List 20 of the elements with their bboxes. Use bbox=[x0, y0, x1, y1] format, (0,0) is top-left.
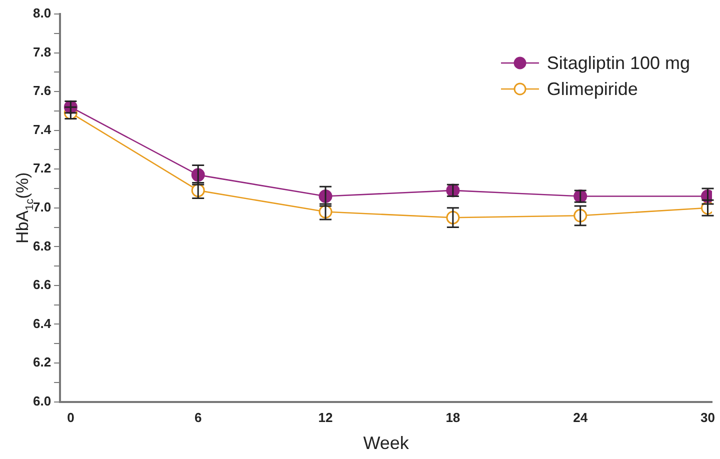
y-tick-label: 7.0 bbox=[32, 199, 52, 214]
y-tick-label: 7.4 bbox=[32, 122, 52, 137]
y-tick-label: 8.0 bbox=[32, 6, 52, 21]
y-tick-label: 7.8 bbox=[32, 44, 52, 60]
y-tick-label: 7.2 bbox=[32, 160, 52, 176]
y-tick-label: 6.0 bbox=[32, 393, 52, 408]
x-axis-title: Week bbox=[363, 433, 410, 454]
x-tick-label: 0 bbox=[67, 410, 74, 426]
x-tick-label: 18 bbox=[446, 410, 460, 426]
y-tick-label: 6.6 bbox=[32, 277, 52, 292]
y-tick-label: 6.2 bbox=[32, 354, 52, 370]
legend-label: Glimepiride bbox=[546, 78, 638, 100]
x-tick-label: 24 bbox=[573, 410, 588, 426]
y-tick-label: 7.6 bbox=[32, 83, 52, 98]
y-tick-label: 6.4 bbox=[32, 316, 52, 331]
x-tick-label: 30 bbox=[700, 410, 715, 426]
x-tick-label: 12 bbox=[318, 410, 333, 426]
y-tick-label: 6.8 bbox=[32, 238, 52, 254]
legend-label: Sitagliptin 100 mg bbox=[546, 52, 690, 74]
x-tick-label: 6 bbox=[194, 410, 202, 426]
